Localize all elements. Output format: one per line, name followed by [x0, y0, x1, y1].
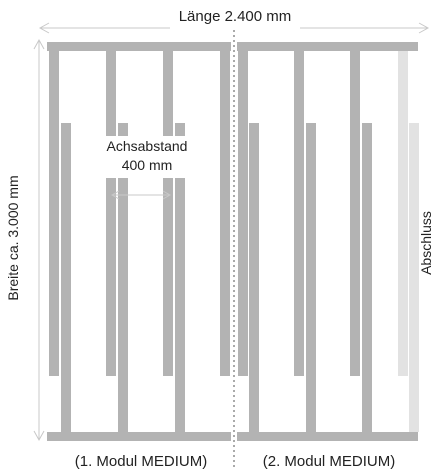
end-piece-label: Abschluss — [418, 211, 434, 275]
module-1-bottom-rail — [47, 432, 231, 441]
module-2 — [237, 42, 419, 441]
spacing-label-bg — [100, 136, 196, 178]
spacing-title: Achsabstand — [107, 138, 188, 154]
module-1-top-rail — [47, 42, 231, 51]
module-1-bar-top-4 — [220, 51, 230, 376]
module-2-bar-top-end — [398, 51, 408, 376]
spacing-annotation: Achsabstand 400 mm — [100, 136, 196, 200]
module-1-bar-top-2 — [106, 51, 116, 376]
spacing-arrow-left-head — [110, 190, 120, 200]
module-2-bar-bottom-1 — [249, 123, 259, 432]
module-1-caption: (1. Modul MEDIUM) — [75, 453, 208, 470]
width-arrow-bottom-head — [33, 430, 45, 442]
module-2-bar-bottom-2 — [306, 123, 316, 432]
module-1-bar-bottom-1 — [61, 123, 71, 432]
module-1-bar-bottom-3 — [175, 123, 185, 432]
module-2-bar-top-1 — [238, 51, 248, 376]
spacing-value: 400 mm — [122, 157, 173, 173]
module-2-bar-bottom-3 — [362, 123, 372, 432]
length-label-bg — [170, 15, 300, 35]
module-2-caption: (2. Modul MEDIUM) — [263, 453, 396, 470]
length-dimension: Länge 2.400 mm — [38, 8, 430, 35]
module-2-bottom-rail — [237, 432, 418, 441]
width-dimension: Breite ca. 3.000 mm — [5, 38, 45, 442]
module-1-bar-bottom-2 — [118, 123, 128, 432]
width-arrow-top-head — [33, 38, 45, 50]
width-label: Breite ca. 3.000 mm — [5, 175, 21, 300]
module-1-bar-top-1 — [49, 51, 59, 376]
module-2-bar-top-2 — [294, 51, 304, 376]
length-arrow-left-head — [38, 22, 50, 34]
spacing-arrow-right-head — [162, 190, 172, 200]
module-1 — [47, 42, 231, 441]
length-arrow-right-head — [418, 22, 430, 34]
module-1-bar-top-3 — [163, 51, 173, 376]
length-label: Länge 2.400 mm — [179, 8, 292, 25]
module-2-bar-bottom-end — [409, 123, 419, 432]
module-2-top-rail — [237, 42, 418, 51]
module-2-bar-top-3 — [350, 51, 360, 376]
